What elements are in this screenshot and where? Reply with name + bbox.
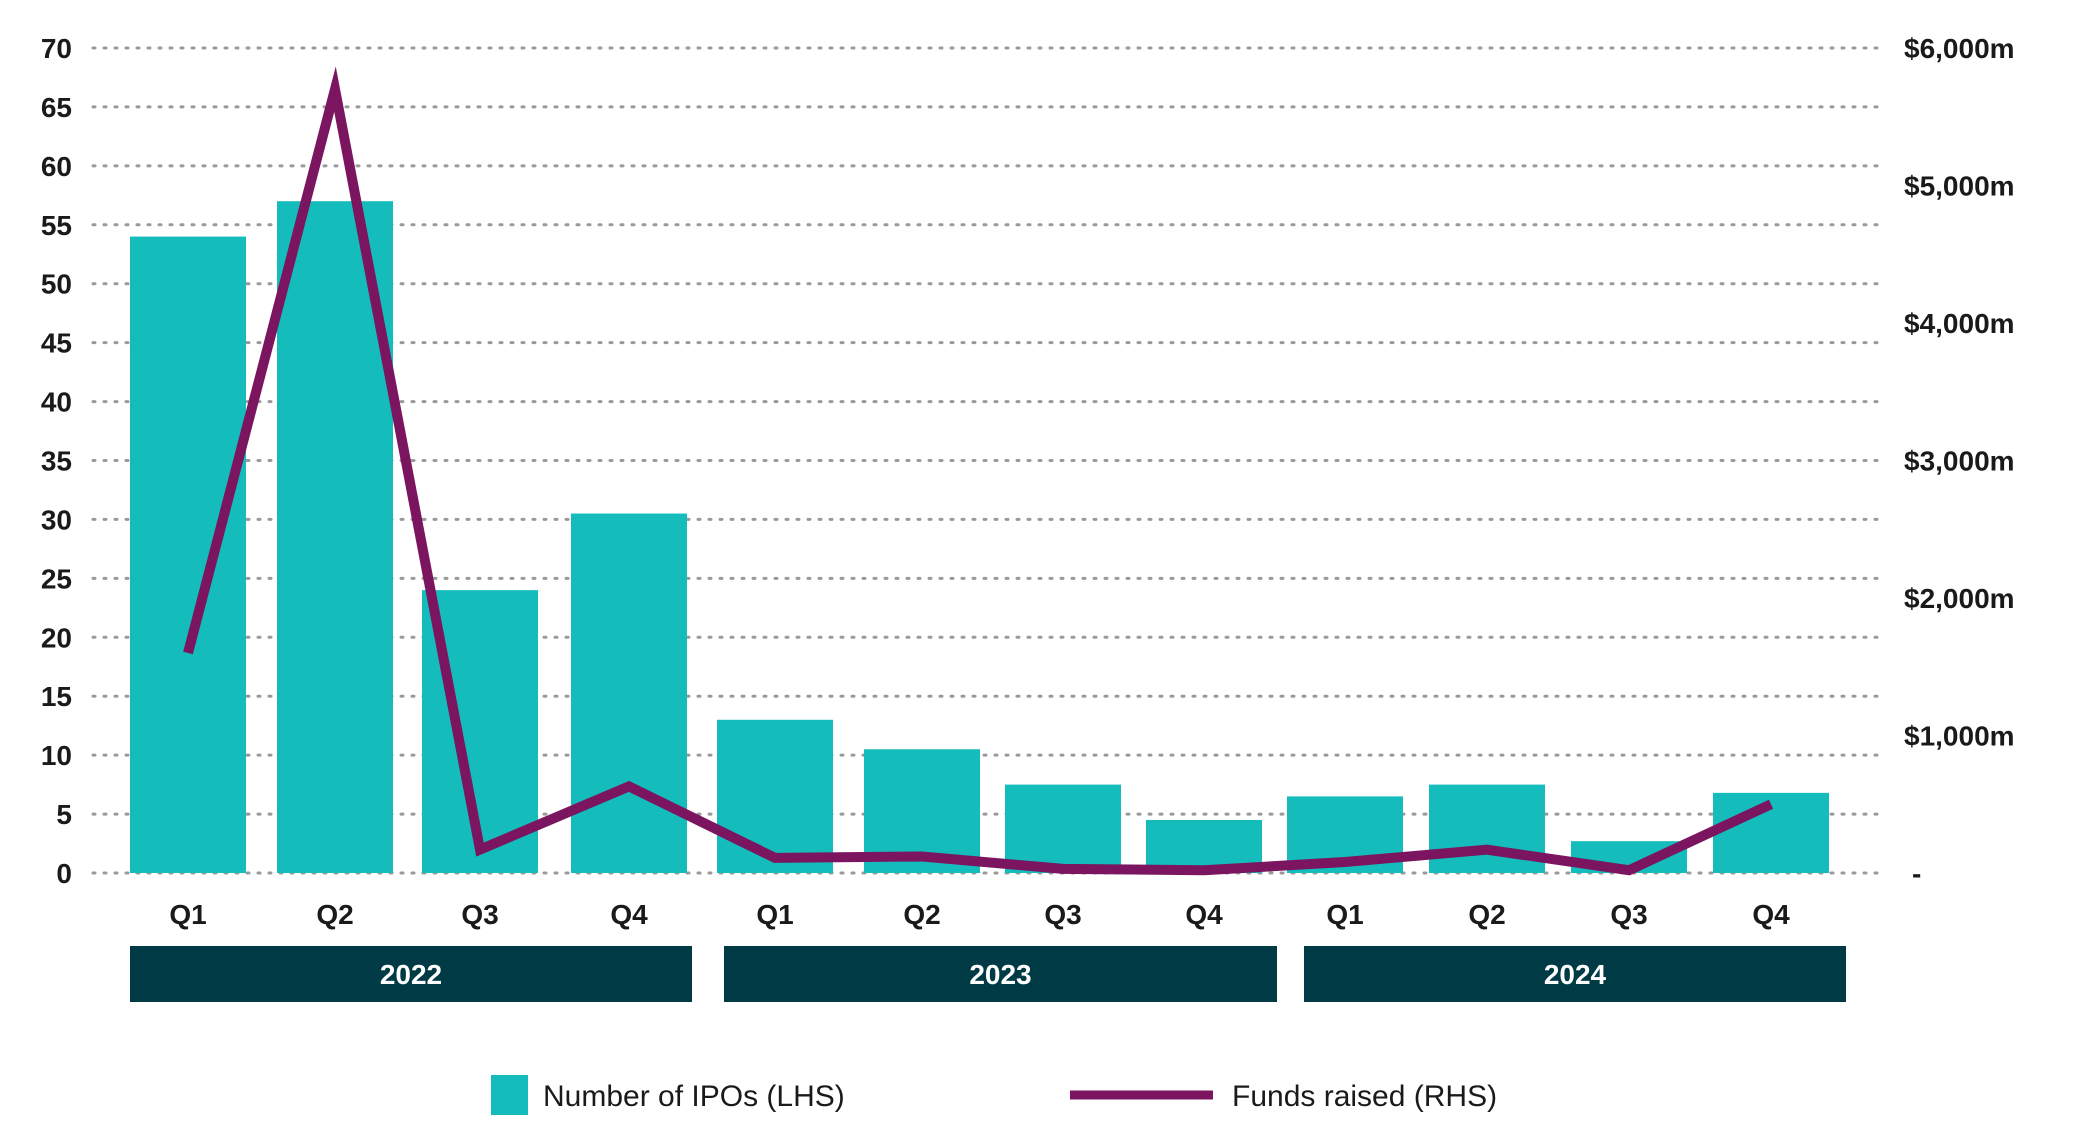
left-tick-label: 60: [41, 151, 72, 182]
right-tick-label: $6,000m: [1904, 33, 2015, 64]
left-tick-label: 10: [41, 740, 72, 771]
x-tick-label: Q2: [316, 899, 353, 930]
legend-label-ipos: Number of IPOs (LHS): [543, 1080, 845, 1113]
right-tick-label: $2,000m: [1904, 583, 2015, 614]
x-tick-label: Q3: [1044, 899, 1081, 930]
right-tick-label: -: [1912, 858, 1921, 889]
year-label: 2023: [969, 959, 1031, 990]
left-tick-label: 65: [41, 92, 72, 123]
left-tick-label: 0: [56, 858, 72, 889]
right-tick-label: $4,000m: [1904, 308, 2015, 339]
bar-q4-3: [571, 513, 687, 873]
left-tick-label: 40: [41, 387, 72, 418]
right-tick-label: $5,000m: [1904, 171, 2015, 202]
x-tick-label: Q4: [1752, 899, 1790, 930]
x-tick-label: Q4: [610, 899, 648, 930]
left-tick-label: 45: [41, 328, 72, 359]
legend: Number of IPOs (LHS) Funds raised (RHS): [491, 1075, 1497, 1115]
year-band: [130, 946, 692, 1002]
year-band: [724, 946, 1277, 1002]
x-tick-label: Q1: [1326, 899, 1363, 930]
left-tick-label: 70: [41, 33, 72, 64]
right-tick-label: $1,000m: [1904, 721, 2015, 752]
x-axis-categories: Q1 Q2 Q3 Q4 Q1 Q2 Q3 Q4 Q1 Q2 Q3 Q4: [169, 899, 1790, 930]
bar-series: [130, 201, 1829, 874]
left-axis-ticks: 0 5 10 15 20 25 30 35 40 45 50 55 60 65 70: [41, 33, 72, 889]
right-tick-label: $3,000m: [1904, 446, 2015, 477]
x-tick-label: Q3: [1610, 899, 1647, 930]
x-tick-label: Q1: [756, 899, 793, 930]
left-tick-label: 5: [56, 799, 72, 830]
year-band: [1304, 946, 1846, 1002]
left-tick-label: 55: [41, 210, 72, 241]
bar-q1-0: [130, 236, 246, 874]
right-axis-ticks: - $1,000m $2,000m $3,000m $4,000m $5,000m $6,0…: [1904, 33, 2015, 889]
x-tick-label: Q2: [1468, 899, 1505, 930]
left-tick-label: 20: [41, 622, 72, 653]
x-tick-label: Q3: [461, 899, 498, 930]
left-tick-label: 30: [41, 504, 72, 535]
x-tick-label: Q1: [169, 899, 206, 930]
legend-swatch-ipos: [491, 1075, 528, 1115]
funds-raised-line: [183, 66, 1774, 876]
line-series: [183, 66, 1774, 876]
left-tick-label: 50: [41, 269, 72, 300]
year-label: 2024: [1544, 959, 1607, 990]
bar-q3-6: [1005, 784, 1121, 873]
bar-q1-4: [717, 719, 833, 873]
left-tick-label: 25: [41, 563, 72, 594]
x-tick-label: Q4: [1185, 899, 1223, 930]
legend-label-funds: Funds raised (RHS): [1232, 1080, 1497, 1113]
year-bands: 2022 2023 2024: [130, 946, 1846, 1002]
left-tick-label: 15: [41, 681, 72, 712]
left-tick-label: 35: [41, 446, 72, 477]
year-label: 2022: [380, 959, 442, 990]
x-tick-label: Q2: [903, 899, 940, 930]
